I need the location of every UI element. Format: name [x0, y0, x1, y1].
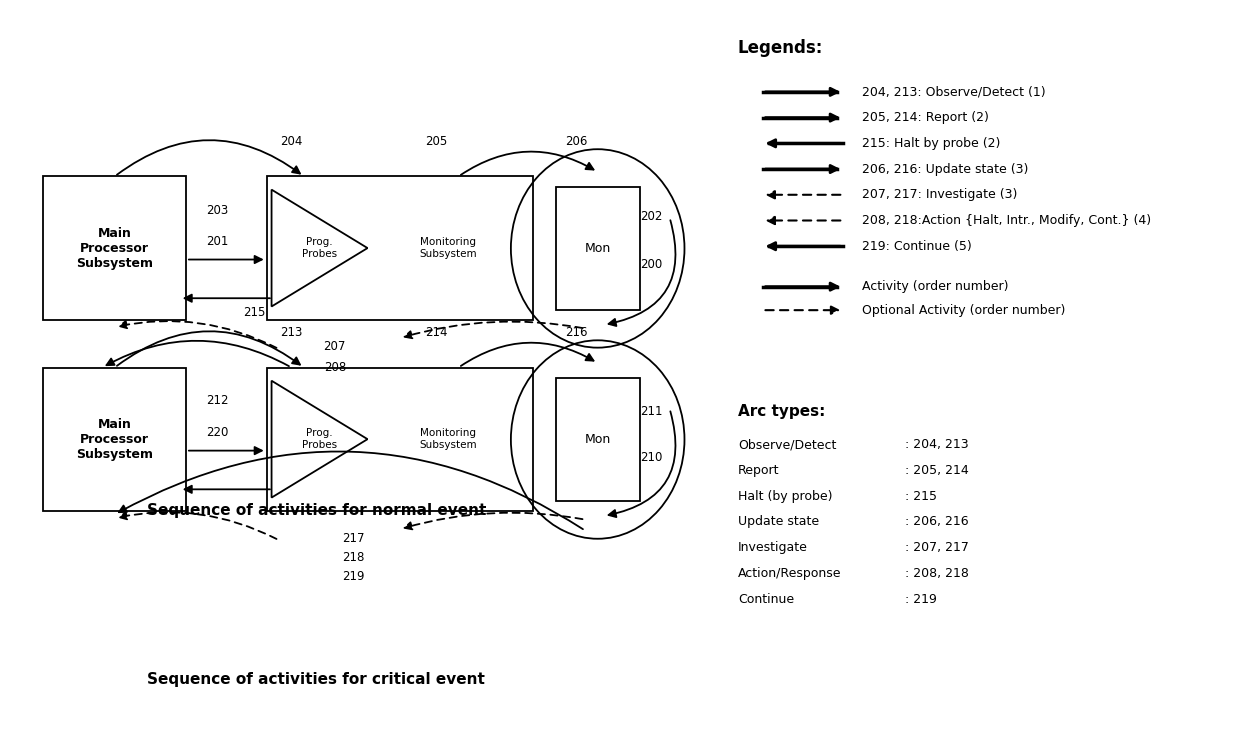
Text: Update state: Update state	[738, 515, 818, 528]
Text: Investigate: Investigate	[738, 541, 807, 554]
Text: 214: 214	[425, 326, 448, 339]
Bar	[556, 187, 640, 310]
Text: 200: 200	[640, 258, 662, 271]
Text: Halt (by probe): Halt (by probe)	[738, 490, 832, 503]
Text: : 219: : 219	[905, 592, 937, 606]
Text: 207: 207	[324, 340, 346, 354]
Text: 215: 215	[243, 306, 265, 319]
Text: Main
Processor
Subsystem: Main Processor Subsystem	[76, 417, 154, 461]
Text: 212: 212	[206, 394, 228, 407]
Text: Activity (order number): Activity (order number)	[862, 280, 1008, 293]
Text: 205: 205	[425, 135, 448, 148]
Text: 202: 202	[640, 210, 662, 223]
Text: 205, 214: Report (2): 205, 214: Report (2)	[862, 111, 988, 124]
Text: : 204, 213: : 204, 213	[905, 438, 968, 451]
Text: Optional Activity (order number): Optional Activity (order number)	[862, 304, 1065, 317]
Text: Report: Report	[738, 464, 779, 477]
Text: 208: 208	[324, 361, 346, 374]
Text: : 206, 216: : 206, 216	[905, 515, 968, 528]
Text: Sequence of activities for normal event: Sequence of activities for normal event	[146, 503, 486, 518]
Text: 218: 218	[342, 551, 365, 564]
Text: 216: 216	[565, 326, 588, 339]
Text: 204, 213: Observe/Detect (1): 204, 213: Observe/Detect (1)	[862, 85, 1045, 98]
Text: Mon: Mon	[584, 242, 611, 255]
Text: Action/Response: Action/Response	[738, 567, 841, 580]
Text: 204: 204	[280, 135, 303, 148]
Text: 220: 220	[206, 426, 228, 439]
Text: 219: 219	[342, 570, 365, 584]
Text: 206, 216: Update state (3): 206, 216: Update state (3)	[862, 162, 1028, 176]
Text: : 205, 214: : 205, 214	[905, 464, 968, 477]
Bar	[556, 378, 640, 501]
Text: Mon: Mon	[584, 433, 611, 446]
Text: 215: Halt by probe (2): 215: Halt by probe (2)	[862, 137, 1001, 150]
Text: Continue: Continue	[738, 592, 794, 606]
Text: Main
Processor
Subsystem: Main Processor Subsystem	[76, 226, 154, 270]
Bar	[267, 368, 533, 511]
Text: : 208, 218: : 208, 218	[905, 567, 970, 580]
Text: 213: 213	[280, 326, 303, 339]
Text: 219: Continue (5): 219: Continue (5)	[862, 240, 972, 253]
Text: 203: 203	[206, 204, 228, 217]
Text: 207, 217: Investigate (3): 207, 217: Investigate (3)	[862, 188, 1017, 201]
Text: : 207, 217: : 207, 217	[905, 541, 970, 554]
Text: : 215: : 215	[905, 490, 937, 503]
Text: 211: 211	[640, 405, 662, 418]
Text: 206: 206	[565, 135, 588, 148]
Text: Monitoring
Subsystem: Monitoring Subsystem	[419, 429, 476, 450]
Text: Legends:: Legends:	[738, 39, 823, 57]
Text: 208, 218:Action {Halt, Intr., Modify, Cont.} (4): 208, 218:Action {Halt, Intr., Modify, Co…	[862, 214, 1151, 227]
Text: 217: 217	[342, 531, 365, 545]
Text: Monitoring
Subsystem: Monitoring Subsystem	[419, 237, 476, 259]
Bar	[43, 176, 186, 320]
Text: Arc types:: Arc types:	[738, 404, 825, 419]
Bar	[267, 176, 533, 320]
Bar	[43, 368, 186, 511]
Text: 210: 210	[640, 451, 662, 464]
Text: 201: 201	[206, 234, 228, 248]
Text: Prog.
Probes: Prog. Probes	[303, 429, 337, 450]
Text: Prog.
Probes: Prog. Probes	[303, 237, 337, 259]
Text: Sequence of activities for critical event: Sequence of activities for critical even…	[148, 673, 485, 687]
Text: Observe/Detect: Observe/Detect	[738, 438, 836, 451]
